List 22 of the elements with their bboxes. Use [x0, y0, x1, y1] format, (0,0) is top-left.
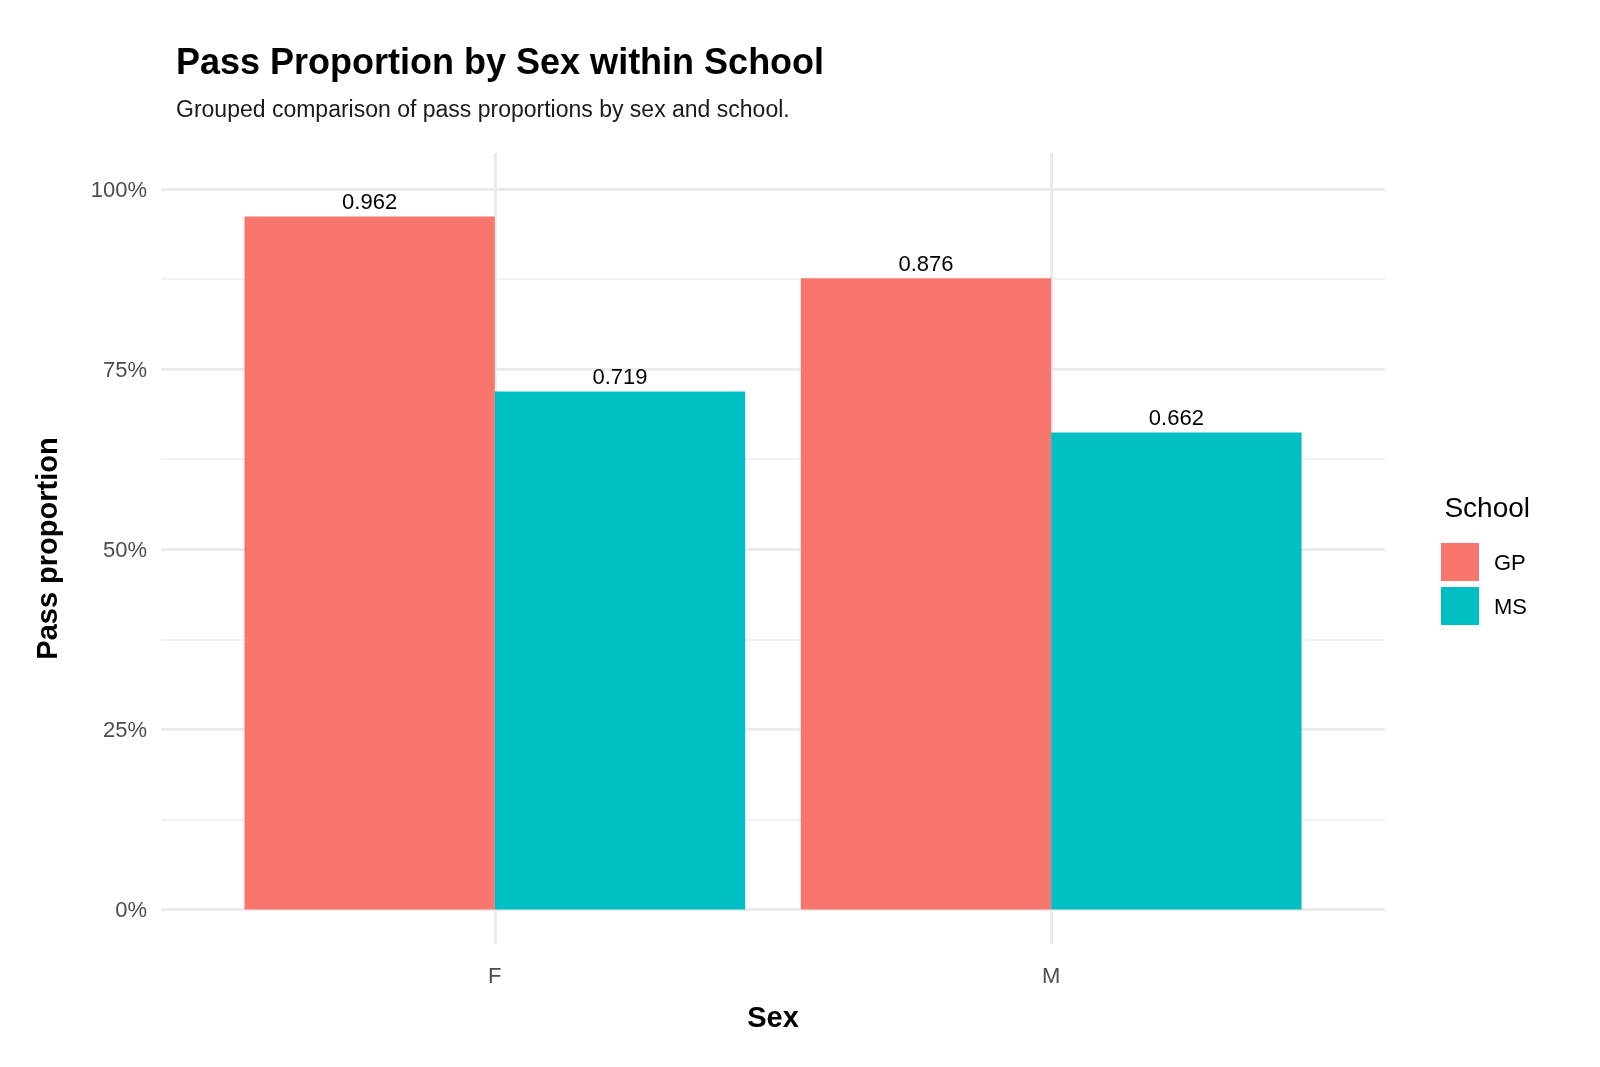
bar: [800, 278, 1052, 910]
data-label: 0.719: [592, 363, 648, 389]
data-label: 0.876: [898, 250, 954, 276]
y-tick-label: 25%: [102, 716, 147, 742]
bar: [1051, 432, 1302, 910]
legend-title: School: [1444, 491, 1531, 523]
x-tick-label: F: [488, 962, 502, 988]
bar: [244, 216, 495, 910]
y-axis-title: Pass proportion: [30, 437, 63, 660]
x-axis-title: Sex: [747, 1000, 799, 1033]
legend-label: GP: [1494, 549, 1526, 575]
y-tick-label: 50%: [102, 536, 147, 562]
data-label: 0.962: [342, 188, 398, 214]
y-tick-label: 100%: [90, 176, 147, 202]
y-tick-label: 75%: [102, 356, 147, 382]
bar: [494, 391, 746, 910]
x-tick-label: M: [1042, 962, 1061, 988]
data-label: 0.662: [1148, 405, 1204, 431]
legend-label: MS: [1494, 593, 1527, 619]
chart-subtitle: Grouped comparison of pass proportions by sex and school.: [176, 95, 790, 122]
chart-title: Pass Proportion by Sex within School: [176, 40, 825, 82]
y-tick-label: 0%: [115, 896, 147, 922]
